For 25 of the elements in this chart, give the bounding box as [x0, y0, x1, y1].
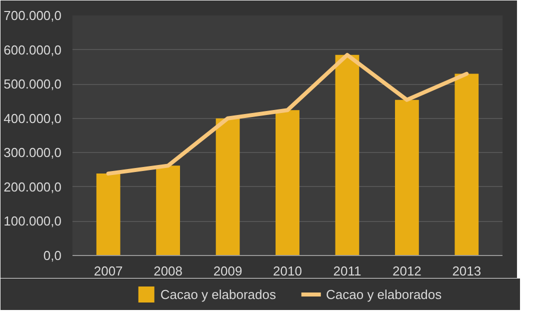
- x-tick-label: 2008: [154, 264, 183, 278]
- x-tick-label: 2007: [94, 264, 123, 278]
- y-tick-label: 600.000,0: [4, 42, 62, 58]
- bar: [216, 118, 240, 256]
- legend-label: Cacao y elaborados: [326, 286, 442, 302]
- y-tick-label: 700.000,0: [4, 8, 62, 23]
- bar: [156, 166, 180, 256]
- y-tick-label: 0,0: [43, 248, 62, 263]
- bar: [454, 74, 479, 256]
- y-tick-label: 100.000,0: [4, 214, 62, 229]
- y-tick-label: 500.000,0: [4, 76, 62, 92]
- x-tick-label: 2012: [392, 264, 422, 278]
- x-tick-label: 2010: [273, 264, 302, 278]
- legend-label: Cacao y elaborados: [160, 286, 276, 302]
- y-tick-label: 400.000,0: [4, 110, 62, 126]
- line-series: [106, 52, 469, 176]
- bar: [335, 54, 360, 256]
- x-tick-label: 2011: [333, 264, 362, 278]
- x-tick-label: 2013: [452, 264, 482, 278]
- bar: [276, 110, 300, 256]
- y-tick-label: 200.000,0: [4, 179, 62, 194]
- bar: [96, 174, 120, 256]
- bar: [395, 100, 419, 256]
- x-tick-label: 2009: [213, 264, 242, 278]
- y-tick-label: 300.000,0: [4, 145, 62, 160]
